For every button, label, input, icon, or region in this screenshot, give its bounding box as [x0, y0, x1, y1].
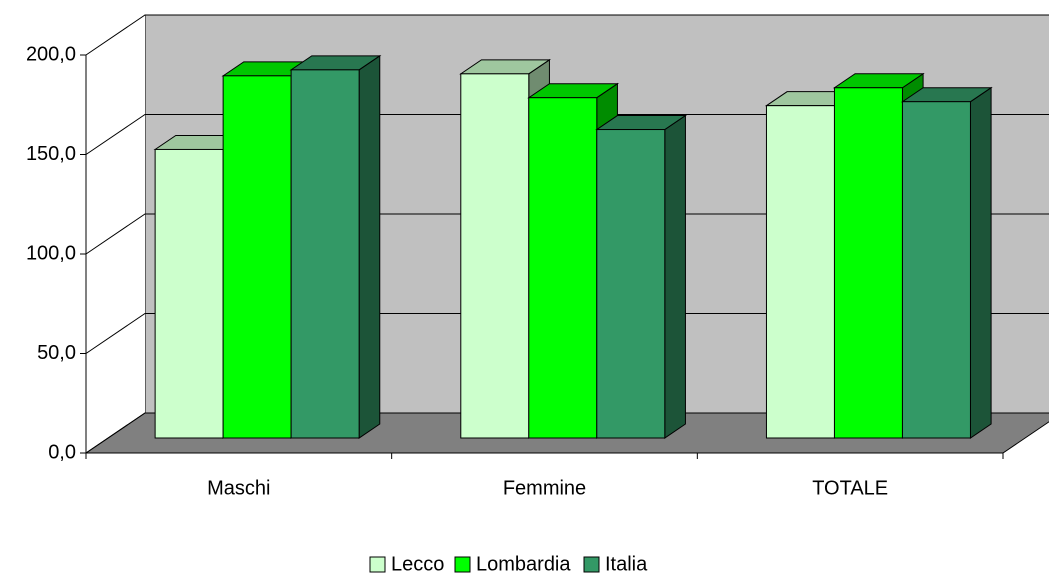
legend-swatch [583, 556, 600, 573]
bar-group [595, 114, 688, 439]
x-tick-label: TOTALE [812, 477, 888, 499]
bar [290, 69, 360, 439]
bar-side [664, 114, 686, 439]
legend-swatch [369, 556, 386, 573]
x-tick-label: Femmine [503, 477, 586, 499]
bar [222, 75, 292, 439]
legend-label: Lecco [391, 553, 444, 575]
legend-label: Italia [605, 553, 648, 575]
legend: Lecco Lombardia Italia [369, 553, 648, 575]
y-tick-label: 50,0 [37, 342, 76, 364]
y-tick-label: 200,0 [26, 43, 76, 65]
bar [528, 97, 598, 439]
y-tick-label: 150,0 [26, 143, 76, 165]
y-tick-label: 100,0 [26, 242, 76, 264]
legend-swatch [454, 556, 471, 573]
bar [833, 87, 903, 439]
bar [765, 105, 835, 439]
bar-side [358, 54, 381, 439]
bar [901, 101, 971, 439]
legend-label: Lombardia [476, 553, 571, 575]
bar-group [289, 54, 382, 439]
x-tick-label: Maschi [207, 477, 270, 499]
bar-group [900, 86, 993, 439]
bar-side [969, 86, 992, 439]
bar [460, 73, 530, 439]
bar [596, 129, 666, 439]
y-tick-label: 0,0 [48, 441, 76, 463]
grid-line [85, 14, 1049, 56]
bar [154, 148, 224, 439]
